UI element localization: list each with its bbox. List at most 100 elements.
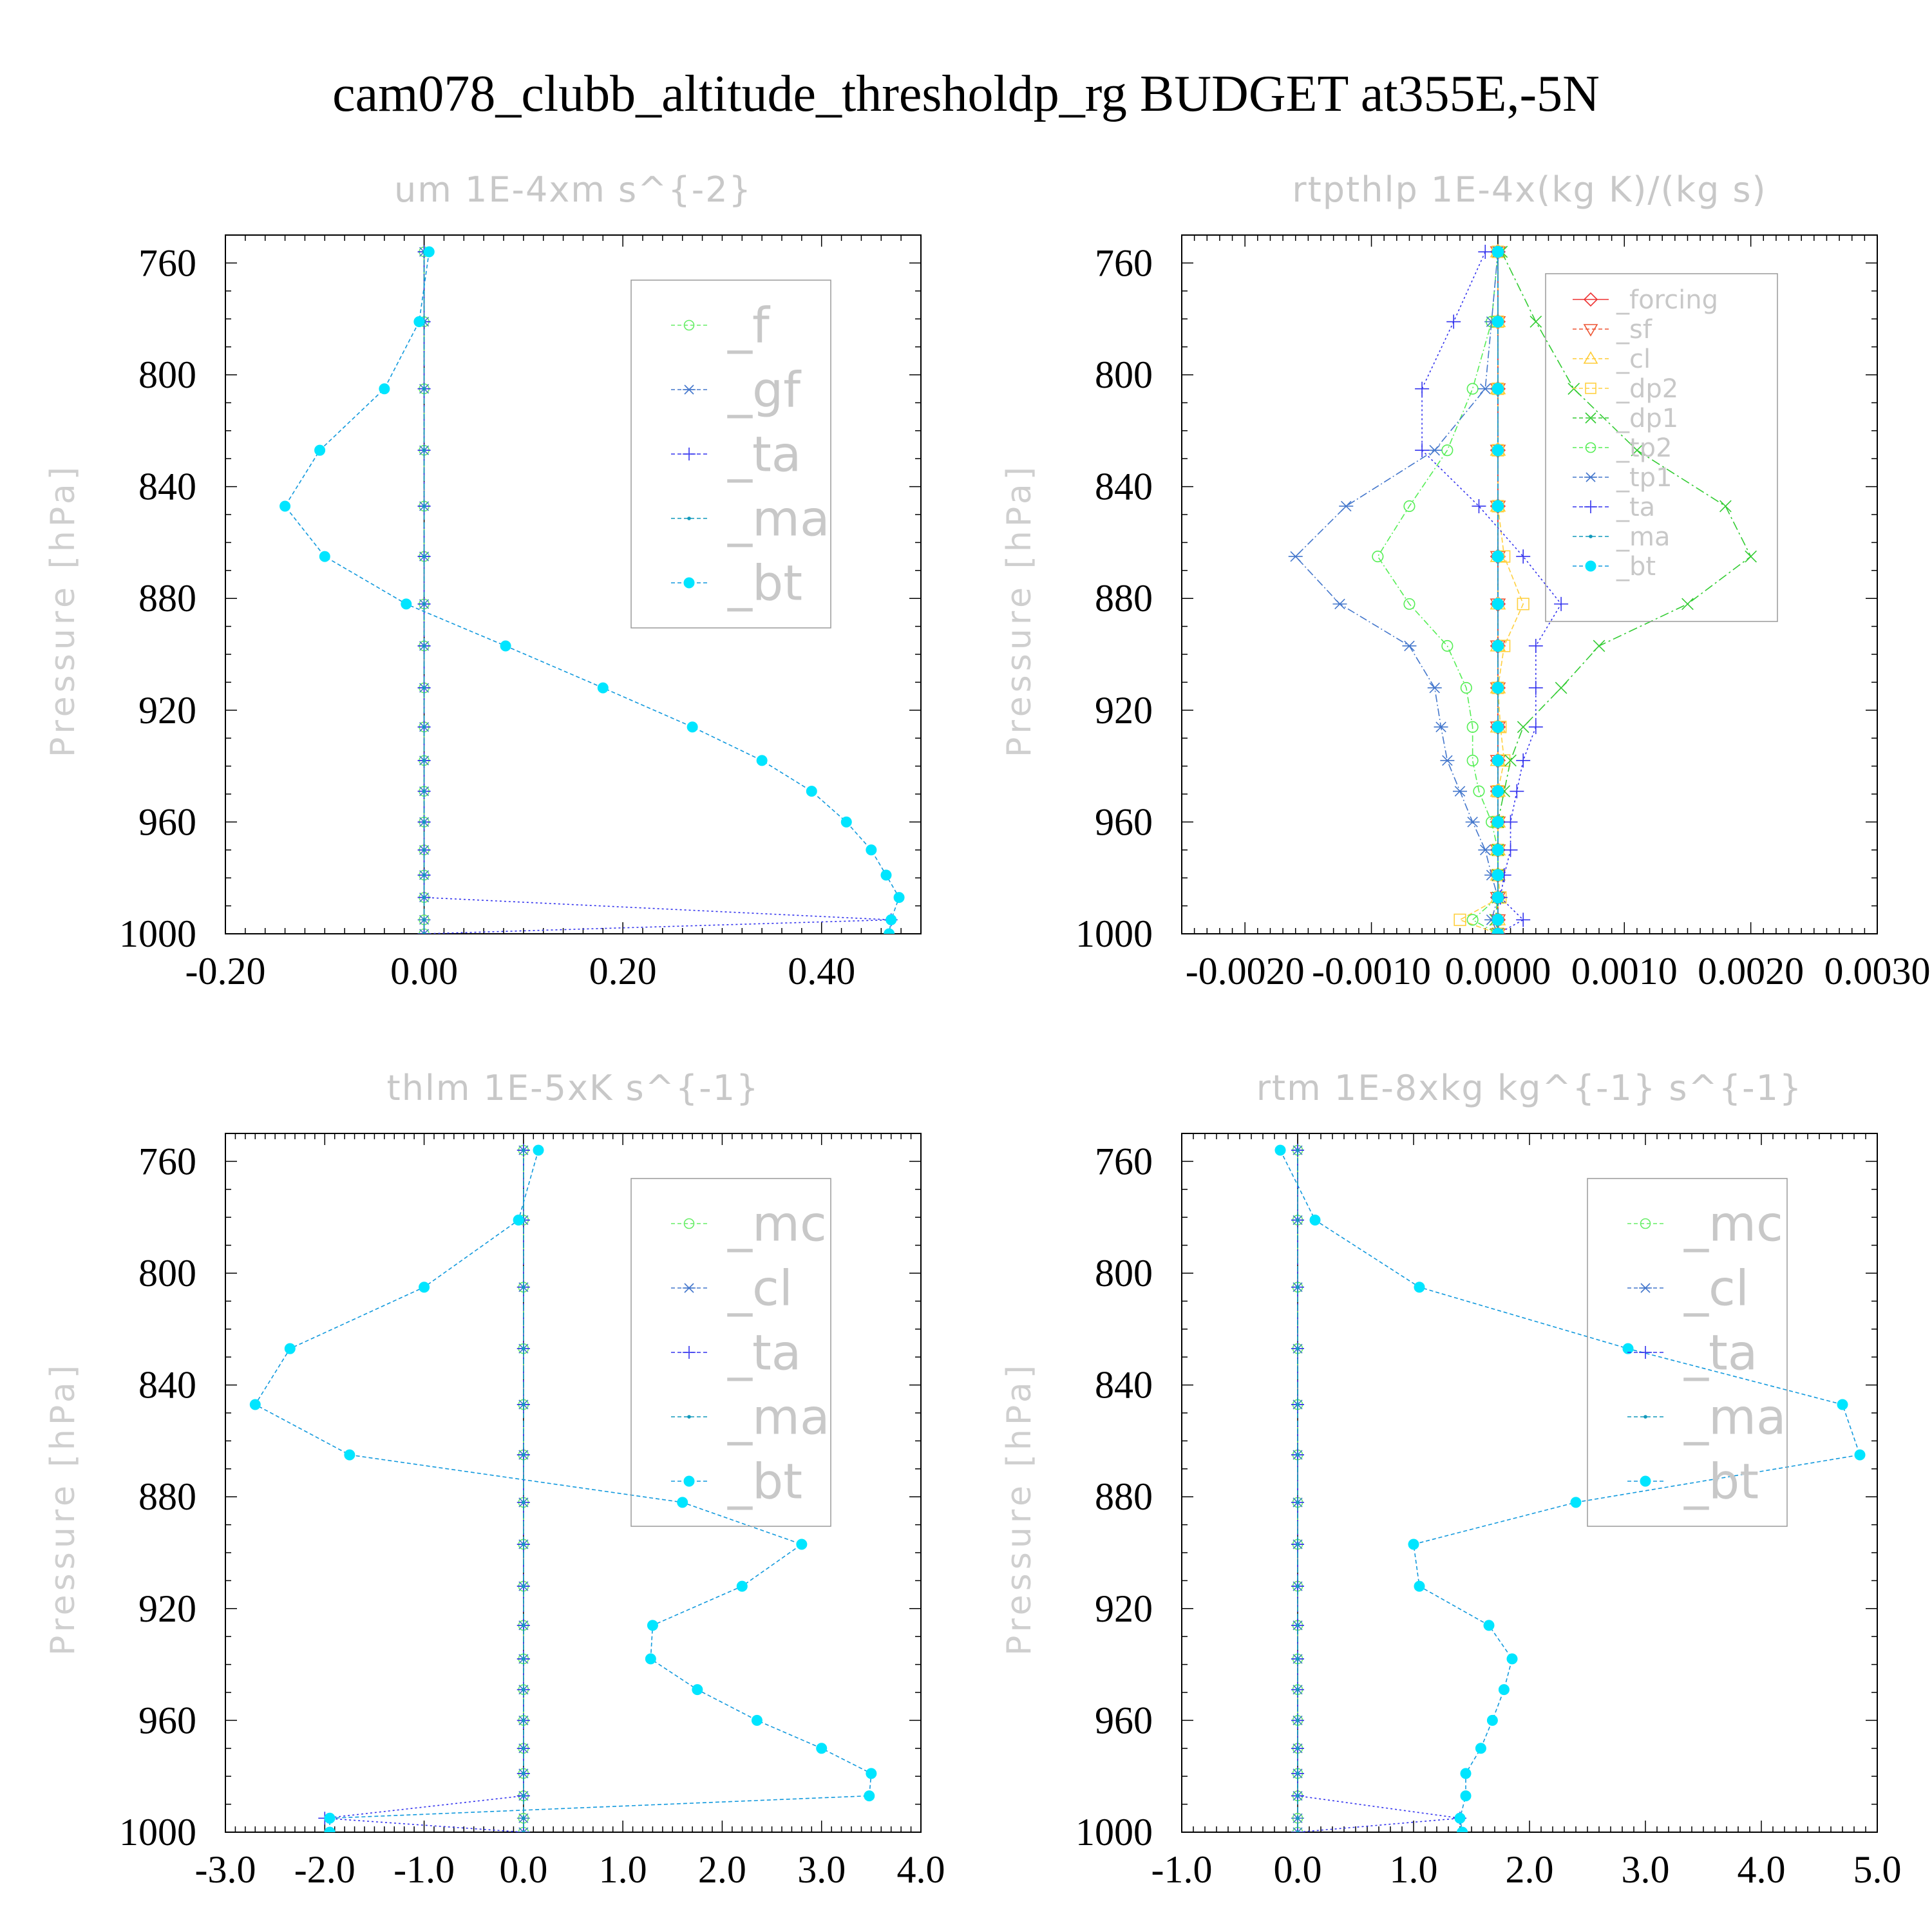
data-point — [1681, 598, 1694, 611]
data-point — [522, 1624, 526, 1627]
data-point — [1554, 596, 1569, 611]
legend-marker — [1584, 500, 1597, 513]
legend-label: _forcing — [1616, 285, 1718, 315]
series-bt — [1492, 245, 1504, 934]
data-point — [1296, 1584, 1300, 1588]
data-point — [1446, 314, 1461, 329]
data-point — [522, 1347, 526, 1350]
legend-marker — [1639, 1283, 1652, 1293]
data-point — [422, 644, 426, 648]
data-point — [522, 1584, 526, 1588]
panel-title: um 1E-4xm s^{-2} — [394, 169, 752, 210]
legend-label: _dp1 — [1616, 404, 1678, 433]
series-line — [1280, 1150, 1861, 1832]
legend-label: _sf — [1616, 315, 1653, 345]
data-point — [1427, 682, 1442, 694]
data-point — [1492, 754, 1504, 767]
legend-label: _ta — [1683, 1324, 1757, 1381]
data-point — [1274, 1144, 1286, 1156]
data-point — [417, 929, 431, 934]
data-point — [1296, 1347, 1300, 1350]
data-point — [522, 1816, 526, 1821]
data-point — [422, 725, 426, 729]
data-point — [422, 820, 426, 824]
series-line — [1294, 251, 1499, 934]
plot-frame — [1181, 234, 1878, 934]
x-tick-label: 0.20 — [589, 950, 657, 992]
data-point — [422, 873, 426, 877]
x-tick-label: -0.20 — [185, 950, 266, 992]
data-point — [1555, 681, 1567, 694]
axis-ticks — [225, 235, 922, 934]
legend-label: _ma — [727, 1388, 830, 1446]
legend-marker — [1585, 442, 1596, 453]
data-point — [1440, 755, 1455, 766]
data-point — [1516, 549, 1531, 564]
data-point — [422, 686, 426, 690]
data-point — [1427, 444, 1442, 456]
legend-marker — [1585, 560, 1596, 572]
data-point — [1414, 1282, 1425, 1293]
legend-box — [630, 1178, 831, 1527]
series-ma — [522, 1148, 526, 1832]
data-point — [1503, 815, 1518, 829]
data-point — [1483, 1620, 1495, 1631]
data-point — [1516, 753, 1531, 768]
data-point — [1296, 1403, 1300, 1406]
data-point — [1408, 1539, 1419, 1550]
legend-marker — [1583, 351, 1598, 364]
data-point — [1492, 681, 1504, 694]
data-point — [522, 1453, 526, 1457]
legend-label: _bt — [727, 554, 802, 612]
y-tick-label: 880 — [1095, 1475, 1153, 1518]
data-point — [796, 1539, 808, 1550]
data-point — [379, 383, 390, 395]
data-point — [816, 1743, 828, 1754]
data-point — [751, 1714, 762, 1726]
data-point — [1486, 1714, 1498, 1726]
legend-marker — [683, 1475, 695, 1487]
data-point — [1492, 316, 1504, 328]
data-point — [522, 1657, 526, 1661]
data-point — [522, 1285, 526, 1289]
y-tick-label: 880 — [1095, 577, 1153, 620]
data-point — [1473, 785, 1485, 797]
data-point — [249, 1399, 261, 1410]
data-point — [884, 928, 895, 934]
legend-marker — [683, 1283, 696, 1293]
legend-label: _ta — [727, 426, 801, 483]
x-tick-label: 1.0 — [1390, 1848, 1438, 1891]
data-point — [677, 1497, 688, 1508]
legend-box — [1587, 1178, 1788, 1527]
data-point — [687, 721, 698, 733]
y-axis-label: Pressure [hPa] — [1000, 463, 1039, 757]
series-bt — [279, 246, 905, 934]
series-line — [254, 1150, 872, 1832]
legend-label: _cl — [727, 1260, 793, 1317]
data-point — [1517, 598, 1530, 611]
data-point — [1454, 1812, 1466, 1824]
legend: _mc _cl _ta _ma _bt — [630, 1178, 831, 1527]
data-point — [1492, 721, 1504, 734]
legend-label: _mc — [1683, 1195, 1783, 1253]
y-axis-label: Pressure [hPa] — [1000, 1361, 1039, 1656]
data-point — [401, 598, 412, 610]
data-point — [1296, 1657, 1300, 1661]
data-point — [1745, 550, 1757, 563]
data-point — [516, 1827, 530, 1832]
figure-title: cam078_clubb_altitude_thresholdp_rg BUDG… — [332, 66, 1600, 122]
data-point — [422, 386, 426, 391]
data-point — [1510, 784, 1524, 799]
data-point — [1530, 316, 1542, 328]
y-tick-label: 760 — [138, 242, 196, 284]
x-tick-label: 3.0 — [1622, 1848, 1670, 1891]
data-point — [1837, 1399, 1848, 1410]
data-point — [1460, 1790, 1472, 1802]
data-point — [1492, 914, 1504, 926]
data-point — [886, 914, 897, 925]
x-tick-label: 0.0000 — [1444, 950, 1551, 992]
panel-title: rtpthlp 1E-4x(kg K)/(kg s) — [1292, 169, 1766, 210]
data-point — [1492, 816, 1504, 828]
y-tick-label: 760 — [1095, 242, 1153, 284]
